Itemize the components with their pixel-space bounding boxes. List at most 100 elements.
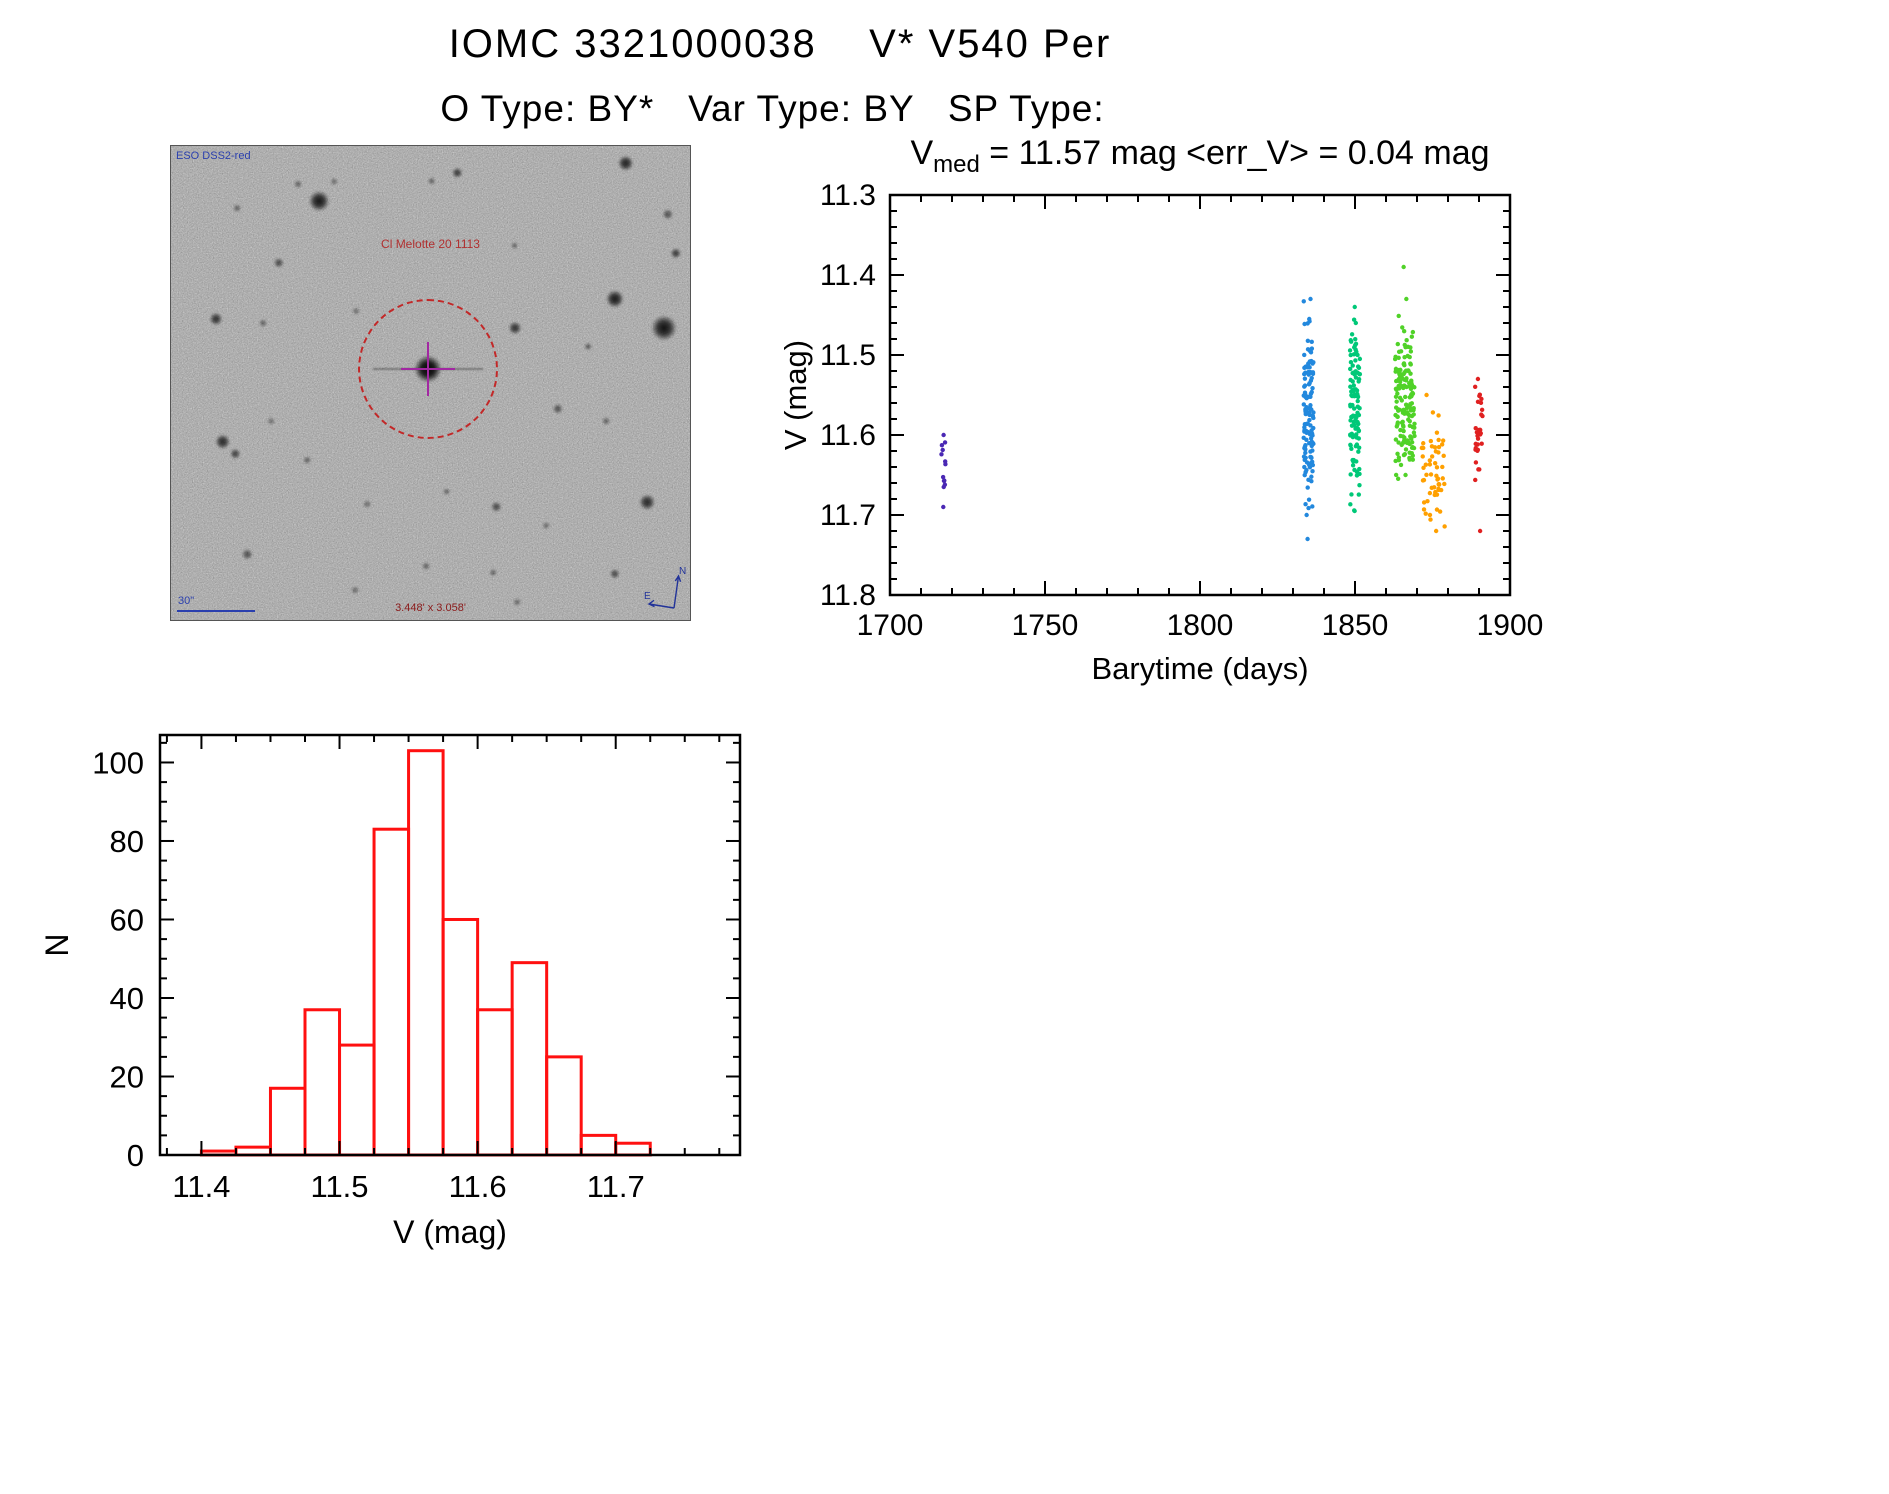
lightcurve-title: Vmed = 11.57 mag <err_V> = 0.04 mag [910, 134, 1489, 178]
scatter-point [1351, 406, 1357, 411]
scatter-point [1396, 349, 1402, 354]
scatter-point [1420, 478, 1426, 483]
fov-label: 3.448' x 3.058' [395, 602, 466, 614]
scatter-point [1428, 472, 1434, 477]
scatter-point [1356, 492, 1362, 497]
scatter-point [939, 443, 945, 448]
y-tick-label: 80 [110, 824, 144, 859]
star [259, 319, 268, 328]
scatter-point [1478, 427, 1483, 433]
star [233, 204, 241, 212]
scatter-point [1353, 369, 1358, 374]
scatter-point [1355, 398, 1360, 404]
scatter-point [1304, 512, 1309, 518]
scatter-point [1399, 376, 1405, 381]
scatter-point [1353, 393, 1358, 399]
scatter-point [1477, 467, 1482, 472]
y-tick-label: 40 [110, 981, 144, 1016]
scatter-point [1353, 358, 1358, 363]
scatter-point [1393, 472, 1399, 478]
scatter-point [1302, 384, 1307, 389]
scatter-point [1475, 399, 1481, 405]
scatter-point [941, 432, 946, 438]
scatter-point [1406, 404, 1411, 409]
scatter-point [1351, 317, 1357, 322]
star [609, 568, 620, 580]
scatter-point [1309, 443, 1314, 449]
y-tick-label: 20 [110, 1059, 144, 1094]
histogram-bar [407, 749, 445, 1157]
histogram-bar [510, 961, 549, 1157]
scale-bar [177, 610, 255, 612]
scatter-point [1308, 296, 1313, 302]
y-tick-label: 100 [92, 745, 144, 780]
scatter-point [1408, 361, 1413, 366]
star [452, 167, 463, 179]
x-tick-label: 1750 [1012, 609, 1079, 642]
survey-label: ESO DSS2-red [176, 150, 251, 162]
scatter-point [1473, 460, 1479, 465]
scatter-point [1440, 438, 1446, 443]
y-tick-label: 11.7 [820, 499, 876, 532]
scatter-point [1355, 419, 1360, 425]
scatter-point [1473, 426, 1478, 431]
scatter-point [1310, 386, 1315, 391]
star [491, 501, 502, 512]
star [488, 568, 497, 577]
scatter-point [1436, 444, 1442, 450]
star [303, 455, 311, 464]
scatter-point [1308, 423, 1313, 428]
histogram-bar [614, 1141, 652, 1157]
scatter-point [1301, 402, 1306, 407]
star [352, 307, 361, 316]
compass-east-label: E [644, 591, 651, 602]
scatter-point [1421, 507, 1427, 512]
scatter-point [1432, 445, 1438, 450]
scatter-point [1411, 412, 1416, 417]
scatter-point [1303, 502, 1308, 507]
scatter-point [1404, 296, 1409, 302]
scatter-point [1307, 380, 1312, 386]
scatter-point [1356, 377, 1362, 382]
star [363, 499, 372, 508]
scatter-point [1427, 490, 1433, 496]
scatter-point [1398, 367, 1403, 373]
scatter-point [1411, 430, 1417, 435]
scatter-point [1405, 438, 1410, 443]
scatter-point [1308, 454, 1313, 460]
scatter-series-epoch-1875 [1419, 392, 1447, 534]
compass-north-arrowhead [674, 574, 682, 583]
finder-chart: ESO DSS2-red Cl Melotte 20 1113 30" 3.44… [170, 145, 691, 621]
scatter-point [1302, 425, 1307, 430]
scatter-point [1423, 462, 1429, 467]
scatter-point [1309, 358, 1314, 364]
star-layer [171, 146, 690, 620]
scatter-point [1310, 462, 1316, 468]
x-tick-label: 1700 [857, 609, 924, 642]
scatter-point [1309, 428, 1314, 433]
scatter-point [1412, 425, 1417, 430]
scatter-point [1396, 457, 1402, 463]
scatter-point [1395, 341, 1400, 347]
star [670, 247, 682, 259]
scatter-series-epoch-1835 [1301, 296, 1316, 542]
scatter-point [1303, 450, 1308, 456]
scatter-point [1407, 354, 1412, 360]
scatter-point [1355, 410, 1360, 415]
scatter-point [1396, 408, 1401, 413]
histogram-bar [303, 1008, 342, 1157]
star [662, 209, 673, 220]
scatter-point [1302, 352, 1307, 358]
scatter-point [1351, 383, 1357, 388]
histogram-plot: 11.4 11.5 11.6 11.7 0 20 40 60 80 100 V (mag) N [39, 733, 742, 1250]
scatter-point [1351, 423, 1357, 428]
scatter-point [1400, 325, 1405, 330]
scatter-point [1427, 458, 1433, 463]
compass: N E [644, 566, 686, 609]
scatter-point [1472, 384, 1478, 390]
scatter-point [1353, 341, 1359, 347]
histogram-bar [476, 1008, 514, 1157]
scatter-point [1349, 332, 1355, 337]
star [651, 315, 678, 342]
